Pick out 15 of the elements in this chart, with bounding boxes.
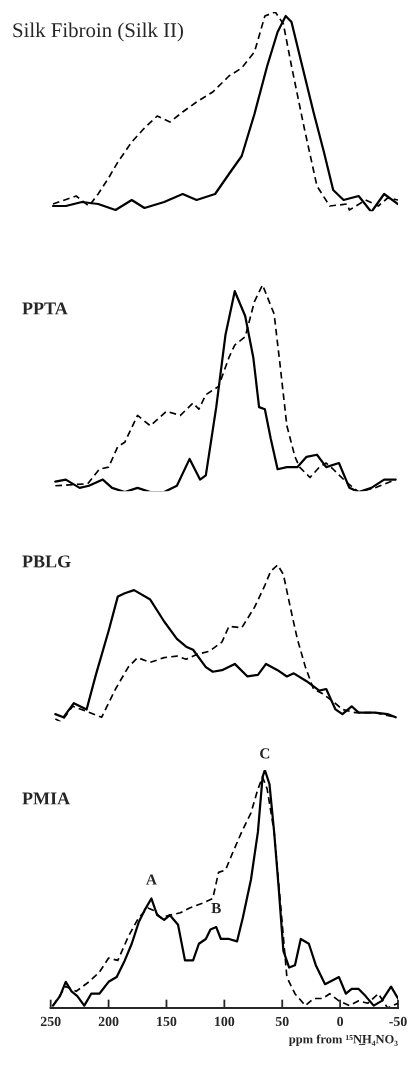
chart-title: Silk Fibroin (Silk II)	[13, 22, 183, 42]
annotation: C	[260, 748, 270, 759]
text: PMIA	[22, 792, 70, 805]
annotation: A	[146, 874, 157, 885]
x-tick-label: 200	[98, 1016, 119, 1027]
chart-title: PBLG	[22, 555, 71, 568]
x-tick-label: 0	[337, 1016, 344, 1027]
x-tick-label: -50	[389, 1016, 407, 1027]
x-tick-label: 150	[157, 1016, 177, 1027]
x-tick-label: 250	[40, 1016, 61, 1027]
x-axis-title: ppm from ¹⁵N̲H₄NO₃	[288, 1034, 398, 1046]
text: PPTA	[22, 302, 68, 315]
annotation: B	[211, 903, 221, 914]
x-tick-label: 50	[275, 1016, 289, 1027]
x-tick-label: 100	[215, 1016, 235, 1027]
